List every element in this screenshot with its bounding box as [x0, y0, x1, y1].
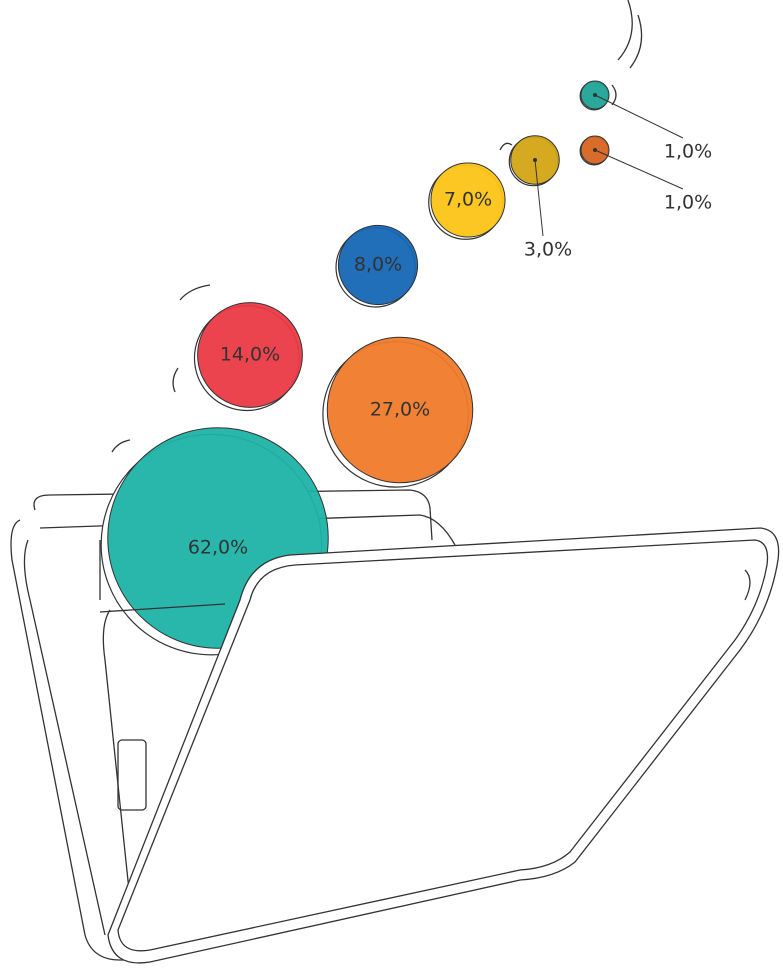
- value-label: 8,0%: [354, 254, 402, 276]
- coin: [430, 162, 506, 238]
- wallet-clasp: [117, 739, 147, 811]
- value-label: 3,0%: [524, 239, 572, 261]
- wallet-back: [10, 489, 456, 961]
- wallet-side: [23, 539, 106, 936]
- wallet-edge: [39, 514, 456, 546]
- coin: [326, 336, 474, 484]
- value-label: 7,0%: [444, 189, 492, 211]
- wallet-stitch: [117, 539, 769, 952]
- coin: [337, 224, 419, 306]
- value-label: 27,0%: [370, 399, 430, 421]
- value-label: 1,0%: [664, 141, 712, 163]
- value-label: 62,0%: [188, 537, 248, 559]
- wallet-side: [10, 519, 150, 961]
- leader-line: [594, 149, 684, 190]
- motion-lines: [111, 0, 643, 453]
- wallet-edge: [33, 489, 433, 541]
- wallet-shine: [744, 569, 751, 601]
- coins: 27,0% 14,0% 8,0% 7,0%: [100, 80, 684, 656]
- leader-dot: [533, 158, 537, 162]
- value-label: 14,0%: [220, 344, 280, 366]
- wallet-line: [99, 540, 226, 613]
- value-label: 1,0%: [664, 192, 712, 214]
- wallet-front: [99, 527, 780, 964]
- wallet-pocket: [102, 609, 131, 901]
- leader-line: [534, 159, 544, 237]
- leader-dot: [593, 148, 597, 152]
- leader-line: [594, 94, 684, 139]
- leader-dot: [593, 93, 597, 97]
- coin: [197, 302, 303, 408]
